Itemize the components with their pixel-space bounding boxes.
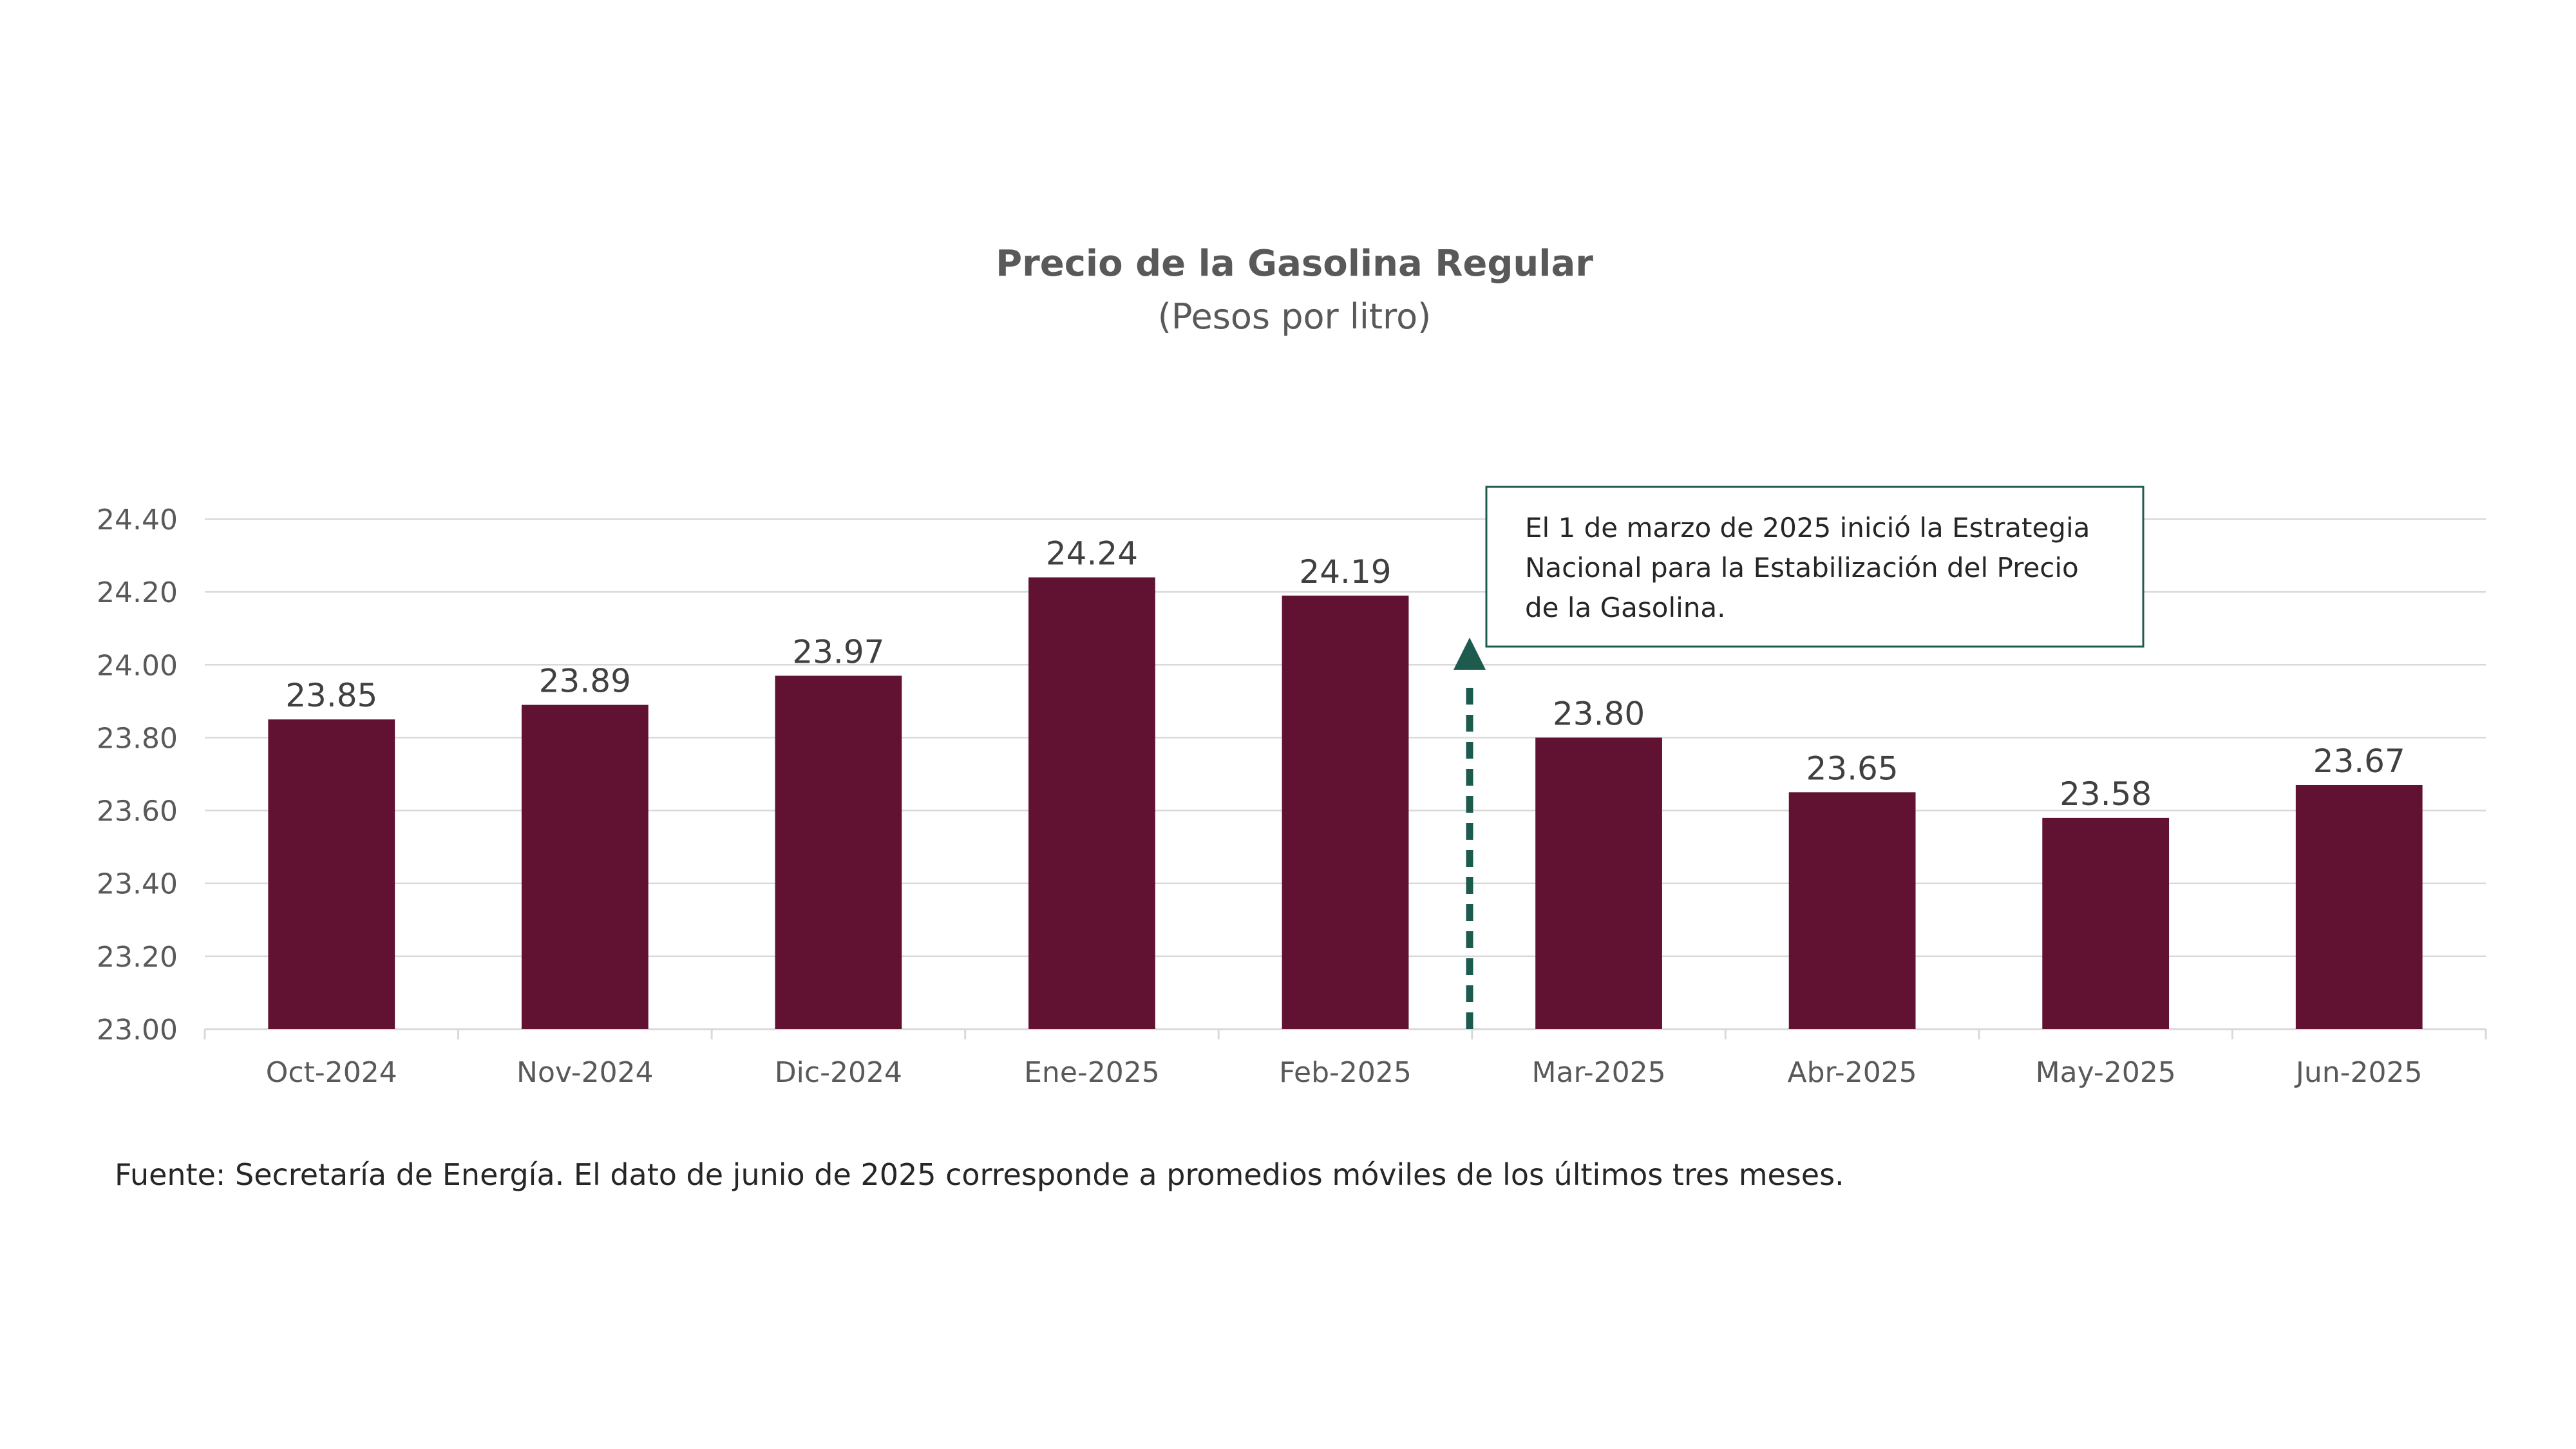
data-label: 23.97 xyxy=(792,633,884,670)
annotation-line-3: de la Gasolina. xyxy=(1525,592,1726,623)
y-tick-label: 23.00 xyxy=(97,1014,178,1046)
x-tick-label: Mar-2025 xyxy=(1532,1056,1666,1089)
x-tick-label: Ene-2025 xyxy=(1024,1056,1160,1089)
data-label: 24.24 xyxy=(1046,535,1138,573)
y-tick-label: 23.60 xyxy=(97,795,178,828)
bar xyxy=(1028,577,1155,1029)
bar xyxy=(2042,817,2170,1029)
annotation-line-2: Nacional para la Estabilización del Prec… xyxy=(1525,552,2079,583)
bar xyxy=(521,705,649,1029)
bar xyxy=(1535,737,1662,1029)
x-tick-label: May-2025 xyxy=(2036,1056,2176,1089)
chart-title: Precio de la Gasolina Regular xyxy=(996,243,1593,285)
bar xyxy=(775,676,902,1029)
data-label: 23.65 xyxy=(1806,750,1899,787)
x-tick-label: Oct-2024 xyxy=(266,1056,397,1089)
bar xyxy=(1282,595,1409,1029)
x-tick-label: Abr-2025 xyxy=(1788,1056,1917,1089)
x-axis-ticks: Oct-2024 Nov-2024 Dic-2024 Ene-2025 Feb-2025… xyxy=(266,1056,2423,1089)
annotation-arrow xyxy=(1454,638,1486,1029)
bar xyxy=(1788,792,1916,1029)
source-note: Fuente: Secretaría de Energía. El dato d… xyxy=(115,1157,1844,1192)
chart-subtitle: (Pesos por litro) xyxy=(1158,296,1431,337)
bar xyxy=(2295,784,2423,1029)
annotation-box: El 1 de marzo de 2025 inició la Estrateg… xyxy=(1485,486,2145,648)
x-tick-label: Nov-2024 xyxy=(516,1056,654,1089)
y-tick-label: 23.40 xyxy=(97,868,178,901)
y-tick-label: 23.20 xyxy=(97,941,178,974)
bars xyxy=(268,577,2423,1029)
data-label: 23.80 xyxy=(1553,695,1645,732)
x-tick-label: Feb-2025 xyxy=(1279,1056,1412,1089)
x-tick-label: Dic-2024 xyxy=(775,1056,902,1089)
annotation-line-1: El 1 de marzo de 2025 inició la Estrateg… xyxy=(1525,512,2090,544)
y-tick-label: 24.00 xyxy=(97,649,178,682)
bar xyxy=(268,719,395,1029)
data-label: 23.67 xyxy=(2313,743,2405,780)
annotation-border xyxy=(1485,486,2145,648)
y-tick-label: 24.20 xyxy=(97,576,178,609)
data-labels: 23.85 23.89 23.97 24.24 24.19 23.80 23.65 23.58… xyxy=(285,535,2405,813)
annotation-arrow-head xyxy=(1454,638,1486,670)
data-label: 23.85 xyxy=(285,677,377,714)
data-label: 23.58 xyxy=(2060,775,2152,813)
data-label: 23.89 xyxy=(539,663,631,700)
x-axis xyxy=(204,1028,2487,1039)
y-tick-label: 23.80 xyxy=(97,722,178,755)
y-axis-ticks: 23.00 23.20 23.40 23.60 23.80 24.00 24.20 24.40 xyxy=(97,504,178,1046)
x-tick-label: Jun-2025 xyxy=(2294,1056,2423,1089)
y-tick-label: 24.40 xyxy=(97,504,178,536)
data-label: 24.19 xyxy=(1299,553,1391,591)
